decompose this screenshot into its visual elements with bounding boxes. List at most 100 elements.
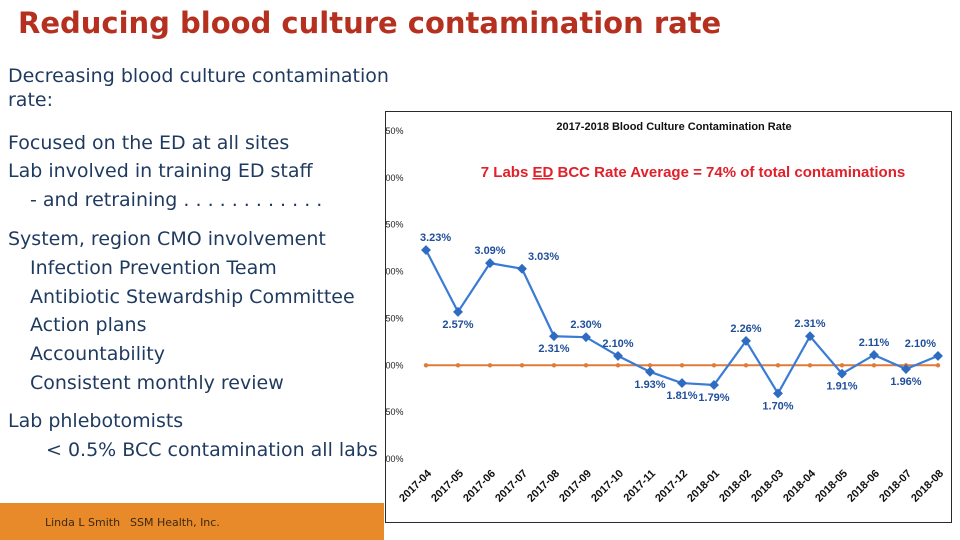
x-tick-label: 2018-06 [845, 468, 882, 505]
annotation-prefix: 7 Labs [481, 164, 533, 181]
data-label: 2.10% [602, 338, 633, 350]
data-label: 3.03% [528, 251, 559, 263]
data-label: 3.09% [474, 245, 505, 257]
y-tick-label: 4.50% [386, 126, 404, 136]
data-point [613, 350, 623, 361]
x-tick-label: 2017-05 [429, 468, 466, 505]
data-point [741, 335, 751, 346]
y-axis: 4.50% 4.00% 3.50% 3.00% 2.50% 2.00% 1.50% 1.00% [386, 126, 404, 464]
x-tick-label: 2018-02 [717, 468, 754, 505]
series-line [425, 249, 939, 396]
data-label: 2.11% [859, 337, 890, 349]
chart-frame: 2017-2018 Blood Culture Contamination Ra… [385, 111, 952, 523]
y-tick-label: 3.00% [386, 267, 404, 277]
data-point [453, 306, 463, 317]
annotation-suffix: BCC Rate Average = 74% of total contamin… [553, 164, 905, 181]
data-point [837, 368, 847, 379]
target-point [615, 363, 621, 368]
target-point [935, 363, 941, 368]
target-point [583, 363, 589, 368]
annotation-underlined: ED [532, 164, 553, 181]
target-point [775, 363, 781, 368]
main-series [421, 245, 943, 399]
x-tick-label: 2018-05 [813, 468, 850, 505]
x-tick-label: 2017-11 [622, 468, 659, 505]
body-line: Antibiotic Stewardship Committee [30, 286, 355, 308]
y-tick-label: 3.50% [386, 220, 404, 230]
target-point [679, 363, 685, 368]
target-point [519, 363, 525, 368]
chart-title: 2017-2018 Blood Culture Contamination Ra… [556, 121, 791, 133]
data-label: 1.81% [666, 390, 697, 402]
y-tick-label: 1.50% [386, 407, 404, 417]
chart-annotation: 7 Labs ED BCC Rate Average = 74% of tota… [481, 164, 905, 181]
x-axis: 2017-042017-052017-062017-072017-082017-… [397, 467, 946, 505]
data-label: 2.31% [794, 318, 825, 330]
body-line: Action plans [30, 314, 147, 336]
target-point [487, 363, 493, 368]
footer-author: Linda L Smith [45, 516, 121, 529]
x-tick-label: 2017-06 [461, 468, 498, 505]
body-line: rate: [8, 89, 53, 111]
body-line: Accountability [30, 343, 165, 365]
data-point [933, 350, 943, 361]
x-tick-label: 2018-07 [877, 468, 914, 505]
body-line: Infection Prevention Team [30, 257, 277, 279]
data-point [869, 350, 879, 360]
footer-bar [0, 503, 384, 540]
x-tick-label: 2017-04 [397, 467, 435, 505]
data-label: 1.70% [762, 400, 793, 412]
data-label: 1.96% [890, 376, 921, 388]
data-label: 1.91% [826, 381, 857, 393]
target-point [455, 363, 461, 368]
data-point [677, 378, 687, 389]
data-point [645, 366, 655, 377]
y-tick-label: 1.00% [386, 454, 404, 464]
data-label: 3.23% [420, 232, 451, 244]
data-point [709, 380, 719, 390]
body-line: Lab involved in training ED staff [8, 160, 313, 182]
data-labels: 3.23%2.57%3.09% 3.03%2.31%2.30%2.10%1.93%… [420, 232, 936, 412]
data-label: 1.79% [698, 392, 729, 404]
x-tick-label: 2018-08 [909, 468, 946, 505]
target-point [647, 363, 653, 368]
body-line: Decreasing blood culture contamination [8, 65, 389, 87]
body-line: - and retraining . . . . . . . . . . . . [30, 189, 323, 211]
target-point [839, 363, 845, 368]
data-point [549, 331, 559, 342]
data-point [581, 332, 591, 343]
target-point [871, 363, 877, 368]
body-line: System, region CMO involvement [8, 228, 326, 250]
contamination-rate-chart: 2017-2018 Blood Culture Contamination Ra… [386, 121, 946, 505]
x-tick-label: 2017-09 [557, 468, 594, 505]
body-line: Consistent monthly review [30, 372, 284, 394]
x-tick-label: 2018-03 [749, 468, 786, 505]
x-tick-label: 2018-01 [685, 468, 722, 505]
data-point [773, 388, 783, 399]
data-label: 2.31% [538, 343, 569, 355]
data-point [805, 331, 815, 342]
x-tick-label: 2017-07 [493, 468, 530, 505]
footer-org: SSM Health, Inc. [130, 516, 220, 529]
data-label: 2.26% [730, 323, 761, 335]
target-point [807, 363, 813, 368]
y-tick-label: 2.00% [386, 360, 404, 370]
data-label: 2.30% [570, 319, 601, 331]
body-line: Focused on the ED at all sites [8, 132, 290, 154]
target-point [551, 363, 557, 368]
y-tick-label: 2.50% [386, 313, 404, 323]
target-point [711, 363, 717, 368]
body-line: Lab phlebotomists [8, 410, 184, 432]
data-label: 2.57% [442, 319, 473, 331]
body-line: < 0.5% BCC contamination all labs [46, 439, 378, 461]
x-tick-label: 2017-12 [653, 468, 690, 505]
target-point [423, 363, 429, 368]
x-tick-label: 2018-04 [781, 467, 819, 505]
target-point [743, 363, 749, 368]
target-series [423, 363, 941, 368]
data-label: 2.10% [905, 338, 936, 350]
x-tick-label: 2017-10 [589, 468, 626, 505]
slide-title: Reducing blood culture contamination rat… [18, 6, 722, 40]
x-tick-label: 2017-08 [525, 468, 562, 505]
data-point [517, 263, 527, 274]
